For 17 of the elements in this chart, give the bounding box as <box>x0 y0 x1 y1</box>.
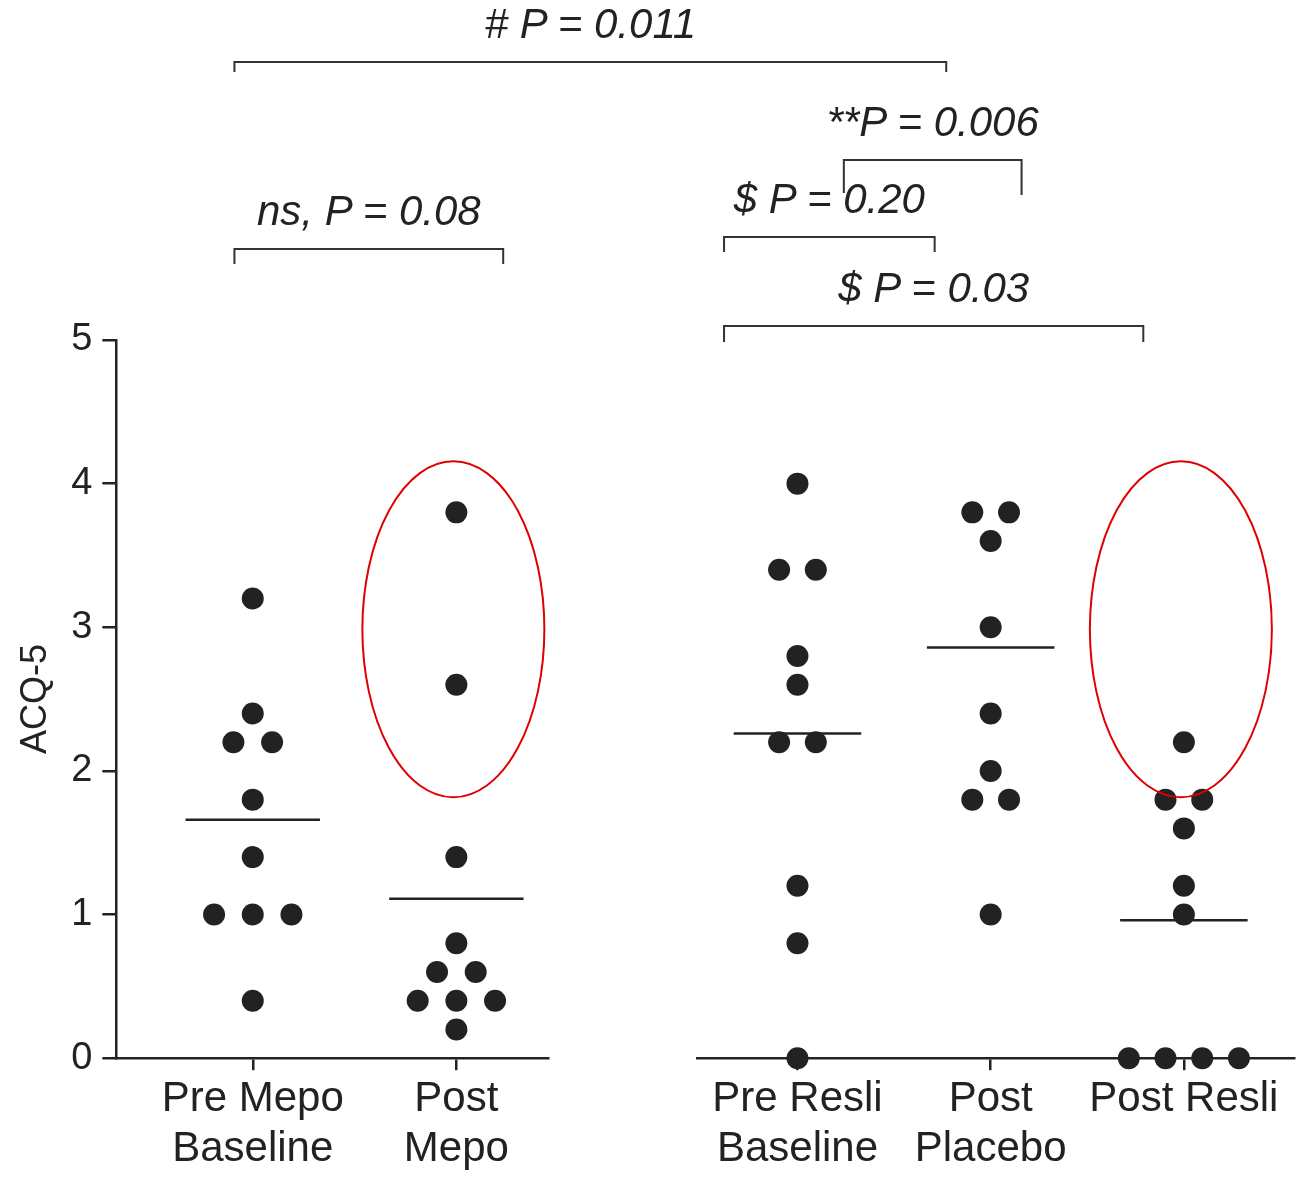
text: # P = 0.011 <box>484 0 696 47</box>
y-tick-label: 4 <box>71 460 93 503</box>
y-tick-label: 2 <box>71 747 93 790</box>
y-tick-label: 0 <box>71 1034 93 1077</box>
x-tick-label: Post Placebo <box>914 1072 1067 1171</box>
x-tick-label: Pre Resli Baseline <box>712 1072 883 1171</box>
x-tick-label: Pre Mepo Baseline <box>161 1072 344 1171</box>
text: ns, P = 0.08 <box>256 187 481 234</box>
x-tick-label: Post Resli <box>1089 1072 1279 1120</box>
x-tick-label: Post Mepo <box>403 1072 509 1171</box>
y-axis-title: ACQ-5 <box>12 644 54 755</box>
text: $ P = 0.03 <box>838 264 1030 311</box>
y-tick-label: 3 <box>71 603 93 646</box>
text: **P = 0.006 <box>826 98 1039 145</box>
y-tick-label: 5 <box>71 316 93 359</box>
y-tick-label: 1 <box>71 891 93 934</box>
text: $ P = 0.20 <box>733 175 925 222</box>
